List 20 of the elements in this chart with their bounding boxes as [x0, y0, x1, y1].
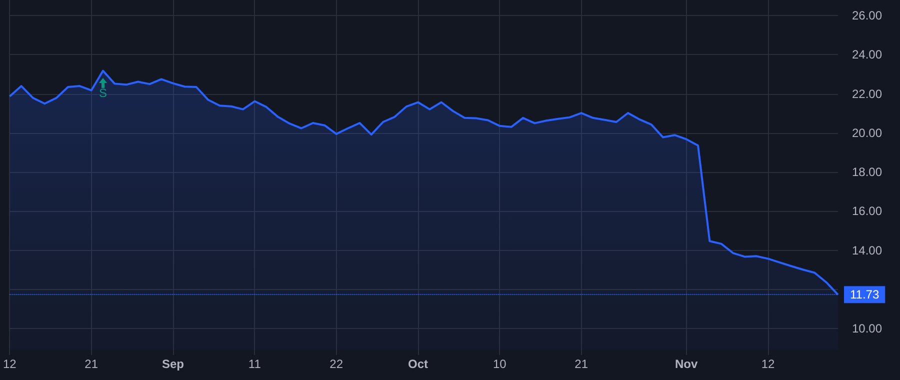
x-tick-label: Sep [162, 357, 184, 371]
annotation: S [98, 86, 108, 100]
y-tick-label: 24.00 [852, 48, 882, 62]
x-tick-label: 12 [2, 357, 17, 371]
y-tick-label: 20.00 [852, 126, 882, 140]
y-tick-label: 10.00 [852, 321, 882, 336]
x-tick-label: 21 [84, 357, 98, 371]
x-tick-label: 11 [248, 357, 262, 371]
x-tick-label: Nov [675, 357, 698, 371]
x-tick-label: 21 [574, 357, 588, 371]
y-tick-label: 14.00 [852, 243, 882, 258]
y-tick-label: 16.00 [852, 204, 882, 218]
y-tick-label: 18.00 [852, 165, 882, 180]
x-tick-label: 10 [492, 357, 507, 371]
y-tick-label: 22.00 [852, 86, 882, 101]
x-tick-label: 22 [330, 357, 344, 371]
x-tick-label: 12 [761, 357, 775, 371]
x-tick-label: Oct [408, 357, 428, 371]
ref-line-label: 11.73 [850, 288, 880, 302]
y-tick-label: 26.00 [852, 8, 882, 23]
